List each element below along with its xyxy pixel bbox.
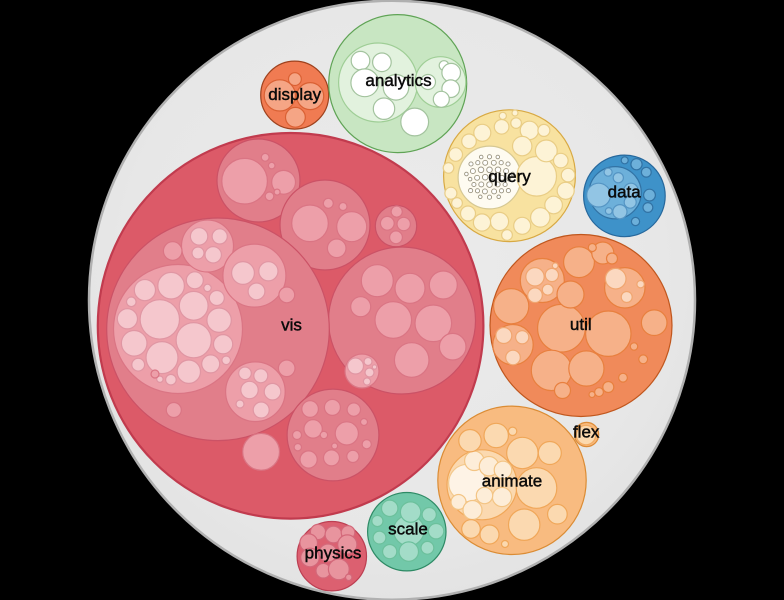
svg-text:analytics: analytics bbox=[365, 71, 431, 90]
svg-text:physics: physics bbox=[305, 544, 362, 563]
svg-text:query: query bbox=[488, 167, 531, 186]
svg-text:scale: scale bbox=[388, 520, 428, 539]
svg-text:flex: flex bbox=[573, 422, 600, 441]
svg-text:animate: animate bbox=[482, 471, 542, 490]
svg-text:vis: vis bbox=[281, 316, 302, 335]
svg-text:display: display bbox=[268, 85, 321, 104]
svg-text:data: data bbox=[608, 183, 642, 202]
svg-text:util: util bbox=[570, 315, 592, 334]
